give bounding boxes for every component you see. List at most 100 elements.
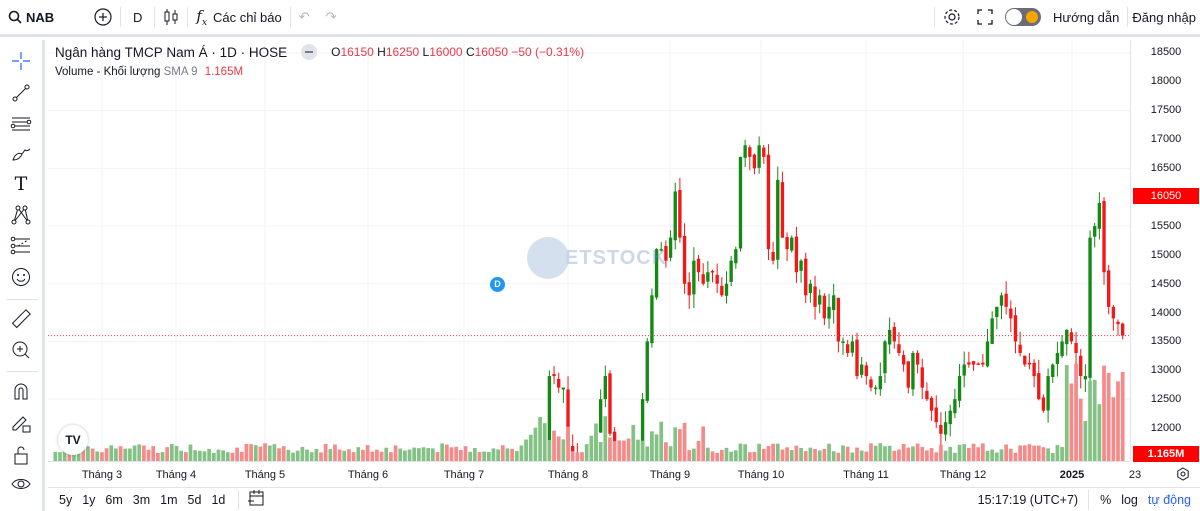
trendline-icon	[12, 84, 30, 102]
range-5y[interactable]: 5y	[59, 492, 73, 507]
percent-toggle[interactable]: %	[1100, 492, 1112, 507]
text-tool[interactable]: T	[8, 171, 34, 197]
sma-label: SMA 9	[163, 66, 198, 78]
lock-all-tool[interactable]	[8, 442, 34, 468]
undo-button[interactable]: ↶	[291, 0, 318, 36]
settings-hex-icon	[1177, 467, 1189, 481]
magnet-icon	[14, 383, 28, 400]
price-tick: 16500	[1150, 162, 1182, 174]
sun-icon	[1025, 11, 1038, 23]
goto-date-button[interactable]	[247, 489, 265, 510]
axis-settings-button[interactable]	[1176, 467, 1190, 484]
range-3m[interactable]: 3m	[132, 492, 151, 507]
high-label: H	[377, 45, 386, 59]
volume-legend: Volume - Khối lượng SMA 9 1.165M	[55, 66, 243, 78]
login-link[interactable]: Đăng nhập	[1132, 9, 1196, 25]
clock[interactable]: 15:17:19 (UTC+7)	[977, 492, 1079, 507]
guide-link[interactable]: Hướng dẫn	[1052, 9, 1120, 25]
chart-type-button[interactable]	[155, 0, 187, 36]
emoji-tool[interactable]	[8, 264, 34, 290]
redo-button[interactable]: ↷	[318, 0, 345, 36]
dividend-marker[interactable]: D	[490, 277, 505, 292]
time-label: Tháng 6	[347, 469, 389, 481]
hide-drawings-tool[interactable]	[8, 472, 34, 498]
range-1y[interactable]: 1y	[82, 492, 96, 507]
drawing-toolbar: T	[0, 40, 45, 511]
watermark: ETSTOCK	[527, 237, 667, 279]
eye-icon	[11, 479, 31, 489]
lock-drawings-tool[interactable]	[8, 410, 34, 436]
price-tick: 18000	[1150, 75, 1182, 87]
fib-tool[interactable]	[8, 110, 34, 136]
brush-icon	[12, 148, 31, 161]
crosshair-tool[interactable]	[8, 48, 34, 74]
brush-tool[interactable]	[8, 140, 34, 166]
pattern-icon	[11, 205, 31, 225]
indicators-button[interactable]: fx Các chỉ báo	[188, 0, 289, 36]
low-value: 16000	[429, 45, 463, 59]
search-icon	[8, 10, 22, 24]
price-tick: 12000	[1150, 422, 1182, 434]
smiley-icon	[12, 268, 30, 286]
theme-toggle[interactable]	[1004, 8, 1041, 26]
time-label: Tháng 5	[244, 469, 286, 481]
compare-button[interactable]	[86, 0, 120, 36]
divider	[6, 299, 38, 300]
crosshair-icon	[12, 52, 30, 70]
divider	[289, 7, 291, 27]
time-label: Tháng 9	[649, 469, 691, 481]
candlestick-chart[interactable]	[48, 40, 1130, 461]
settings-button[interactable]	[935, 0, 969, 36]
divider	[187, 7, 189, 27]
time-label: Tháng 12	[939, 469, 987, 481]
prediction-tool[interactable]	[8, 232, 34, 258]
symbol-search-button[interactable]: NAB	[0, 0, 86, 36]
watermark-logo	[527, 237, 569, 279]
time-label-year: 2025	[1059, 469, 1085, 481]
zoom-in-tool[interactable]	[8, 337, 34, 363]
range-1d[interactable]: 1d	[211, 492, 226, 507]
range-5d[interactable]: 5d	[187, 492, 202, 507]
time-label: 23	[1128, 469, 1142, 481]
redo-icon: ↷	[325, 9, 337, 24]
interval-button[interactable]: D	[133, 9, 143, 25]
function-icon: fx	[196, 6, 208, 28]
price-tick: 13000	[1150, 364, 1182, 376]
chart-legend: Ngân hàng TMCP Nam Á · 1D · HOSE O16150 …	[55, 44, 584, 60]
time-label: Tháng 3	[81, 469, 123, 481]
price-tick: 12500	[1150, 393, 1182, 405]
prediction-icon	[10, 236, 30, 255]
price-chart-pane[interactable]	[48, 40, 1130, 461]
tradingview-logo[interactable]: TV	[58, 425, 88, 455]
price-axis[interactable]: 18500 18000 17500 17000 16500 16050 1550…	[1130, 40, 1200, 462]
range-1m[interactable]: 1m	[160, 492, 178, 507]
undo-icon: ↶	[298, 9, 310, 24]
gear-icon	[944, 9, 960, 25]
symbol-label: NAB	[26, 9, 55, 25]
divider	[154, 7, 156, 27]
range-6m[interactable]: 6m	[105, 492, 123, 507]
open-value: 16150	[340, 45, 374, 59]
magnet-tool[interactable]	[8, 378, 34, 404]
high-value: 16250	[385, 45, 420, 59]
time-axis[interactable]: Tháng 3 Tháng 4 Tháng 5 Tháng 6 Tháng 7 …	[48, 461, 1189, 486]
volume-value: 1.165M	[204, 66, 244, 78]
pattern-tool[interactable]	[8, 202, 34, 228]
pencil-lock-icon	[12, 416, 31, 433]
divider	[1127, 7, 1129, 27]
trendline-tool[interactable]	[8, 80, 34, 106]
plus-circle-icon	[94, 8, 112, 26]
log-toggle[interactable]: log	[1121, 492, 1138, 507]
lock-icon	[14, 446, 28, 465]
auto-scale-toggle[interactable]: tự động	[1147, 492, 1191, 507]
change-value: −50 (−0.31%)	[511, 45, 585, 59]
fullscreen-button[interactable]	[969, 0, 1001, 36]
time-label: Tháng 8	[547, 469, 589, 481]
toggle-knob	[1005, 9, 1022, 25]
divider	[120, 7, 121, 27]
divider	[1088, 489, 1090, 510]
divider	[238, 489, 240, 510]
collapse-legend-button[interactable]	[301, 44, 318, 60]
open-label: O	[331, 45, 341, 59]
measure-tool[interactable]	[8, 306, 34, 332]
